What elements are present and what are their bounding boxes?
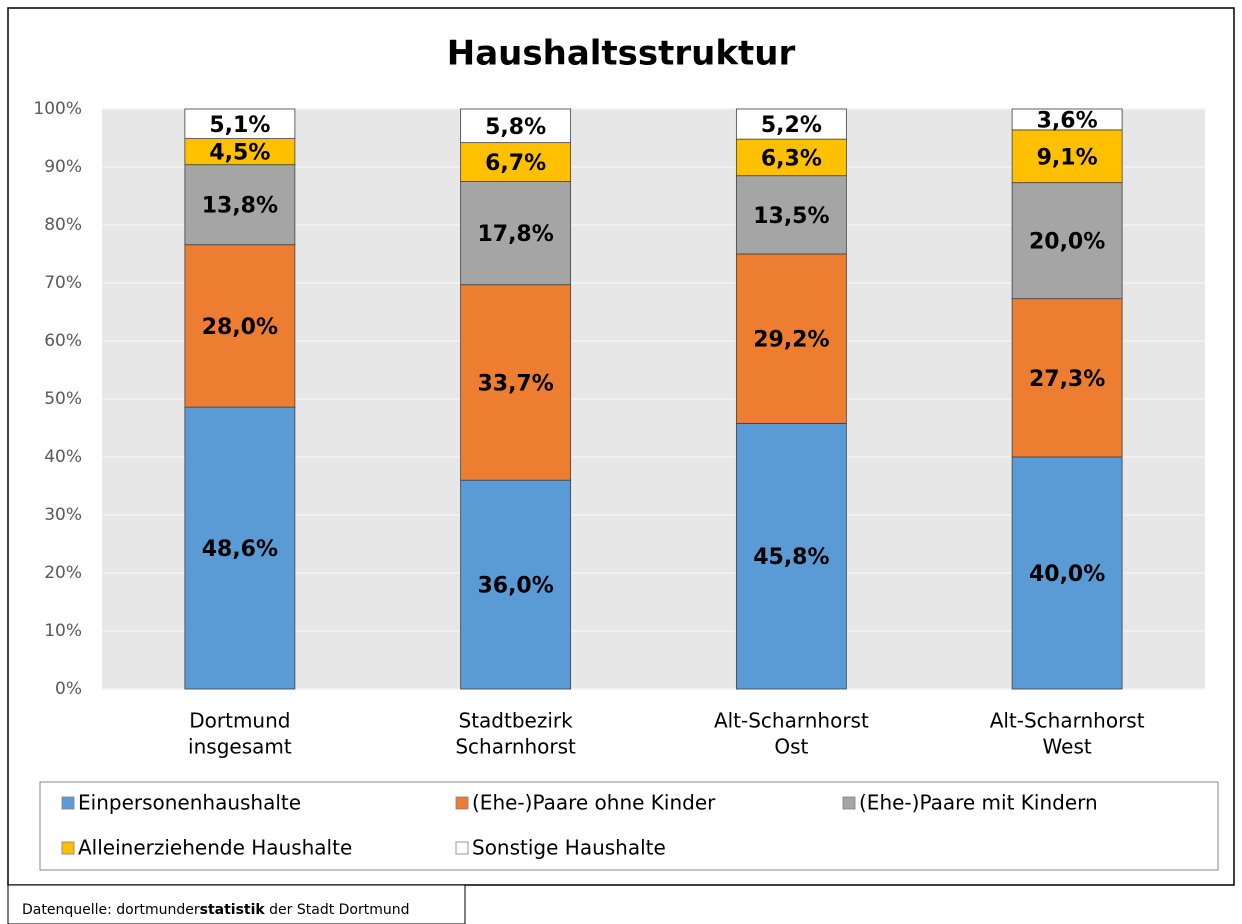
legend-label: (Ehe-)Paare mit Kindern <box>859 791 1098 815</box>
x-tick-label: Ost <box>774 735 808 759</box>
data-label: 27,3% <box>1029 367 1105 392</box>
source-part: statistik <box>200 902 266 918</box>
data-label: 5,1% <box>209 113 270 138</box>
data-label: 13,8% <box>202 194 278 219</box>
data-label: 48,6% <box>202 537 278 562</box>
source-part: der Stadt Dortmund <box>265 902 410 918</box>
data-label: 29,2% <box>753 328 829 353</box>
data-label: 20,0% <box>1029 230 1105 255</box>
data-label: 5,2% <box>761 113 822 138</box>
legend-label: Einpersonenhaushalte <box>78 791 301 815</box>
bar-segment <box>735 422 847 690</box>
source-box <box>7 884 466 924</box>
x-tick-label: Scharnhorst <box>455 735 576 759</box>
data-label: 36,0% <box>477 574 553 599</box>
data-label: 33,7% <box>477 371 553 396</box>
data-label: 4,5% <box>209 141 270 166</box>
legend-swatch <box>455 841 469 855</box>
data-label: 9,1% <box>1037 145 1098 170</box>
legend-box <box>39 781 1219 871</box>
bar-segment <box>460 142 572 182</box>
bar-segment <box>1011 182 1123 300</box>
legend-swatch <box>61 841 75 855</box>
bar-segment <box>1011 298 1123 458</box>
data-label: 3,6% <box>1037 108 1098 133</box>
legend-label: Sonstige Haushalte <box>472 836 666 860</box>
y-tick-label: 10% <box>44 621 82 641</box>
x-tick-label: Alt-Scharnhorst <box>990 709 1145 733</box>
data-label: 6,3% <box>761 146 822 171</box>
y-tick-label: 100% <box>33 99 82 119</box>
source: Datenquelle: dortmunderstatistik der Sta… <box>22 902 410 918</box>
bar-segment <box>735 138 847 177</box>
legend-swatch <box>61 796 75 810</box>
bar-segment <box>184 164 296 246</box>
bar-segment <box>735 175 847 255</box>
bar-segment <box>460 108 572 144</box>
y-tick-label: 80% <box>44 215 82 235</box>
bar-segment <box>184 108 296 139</box>
bar-segment <box>184 138 296 166</box>
data-label: 17,8% <box>477 222 553 247</box>
bar-segment <box>460 479 572 690</box>
data-label: 28,0% <box>202 315 278 340</box>
bar-segment <box>735 253 847 424</box>
bar-segment <box>460 181 572 286</box>
data-label: 5,8% <box>485 115 546 140</box>
y-tick-label: 40% <box>44 447 82 467</box>
bar-segment <box>1011 456 1123 690</box>
legend-label: Alleinerziehende Haushalte <box>78 836 352 860</box>
legend-swatch <box>455 796 469 810</box>
bar-segment <box>1011 108 1123 131</box>
x-tick-label: insgesamt <box>188 735 292 759</box>
bar-segment <box>184 244 296 408</box>
y-tick-label: 60% <box>44 331 82 351</box>
legend-swatch <box>842 796 856 810</box>
bar-segment <box>735 108 847 140</box>
y-tick-label: 90% <box>44 157 82 177</box>
x-tick-label: Dortmund <box>189 709 290 733</box>
data-label: 13,5% <box>753 204 829 229</box>
bar-segment <box>460 284 572 481</box>
legend-label: (Ehe-)Paare ohne Kinder <box>472 791 716 815</box>
bar-segment <box>1011 129 1123 184</box>
y-tick-label: 30% <box>44 505 82 525</box>
source-part: Datenquelle: dortmunder <box>22 902 200 918</box>
x-tick-label: Stadtbezirk <box>459 709 574 733</box>
data-label: 45,8% <box>753 545 829 570</box>
y-tick-label: 20% <box>44 563 82 583</box>
data-label: 6,7% <box>485 151 546 176</box>
y-tick-label: 50% <box>44 389 82 409</box>
x-tick-label: Alt-Scharnhorst <box>714 709 869 733</box>
y-tick-label: 0% <box>55 679 82 699</box>
data-label: 40,0% <box>1029 562 1105 587</box>
y-tick-label: 70% <box>44 273 82 293</box>
x-tick-label: West <box>1043 735 1092 759</box>
chart-title: Haushaltsstruktur <box>447 34 796 74</box>
